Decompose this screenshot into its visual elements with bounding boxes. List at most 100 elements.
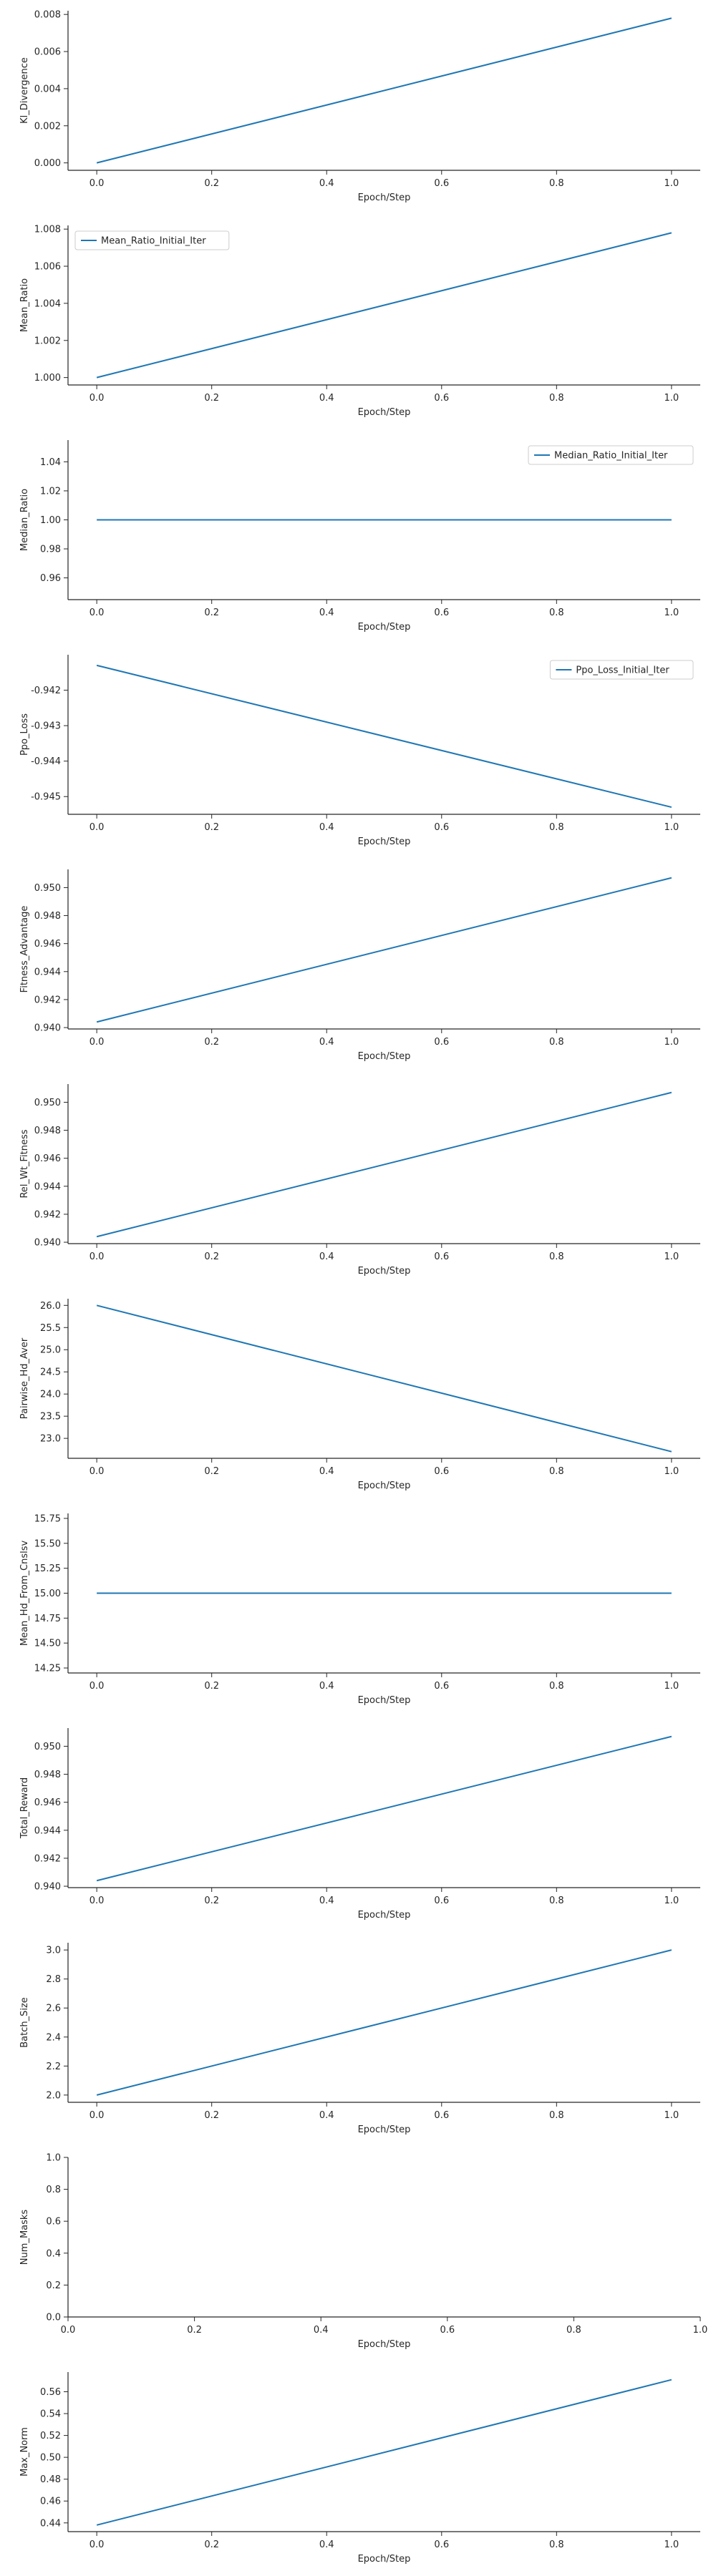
y-tick-label: -0.942: [31, 686, 61, 696]
x-tick-label: 0.8: [549, 178, 564, 189]
x-tick-label: 0.8: [549, 1681, 564, 1692]
y-tick-label: 25.0: [40, 1345, 61, 1356]
y-tick-label: -0.943: [31, 721, 61, 732]
legend: Mean_Ratio_Initial_Iter: [74, 230, 230, 250]
series-line: [96, 2379, 672, 2526]
y-tick-label: 24.0: [40, 1390, 61, 1400]
x-tick-label: 0.4: [319, 1252, 334, 1262]
y-tick-label: 1.002: [34, 336, 61, 346]
y-tick-label: 15.75: [34, 1513, 61, 1524]
y-tick-label: 0.940: [34, 1023, 61, 1034]
x-tick-label: 0.6: [434, 2540, 449, 2550]
x-tick-label: 1.0: [664, 1037, 679, 1048]
y-tick-label: 0.008: [34, 10, 61, 21]
x-tick-label: 0.0: [90, 1466, 105, 1477]
chart-panel-6: 0.0 0.2 0.4 0.6 0.8 1.0 0.940 0.942 0.944 0.946 0.…: [19, 1084, 700, 1277]
x-tick-label: 0.6: [434, 178, 449, 189]
y-tick-label: 0.942: [34, 1209, 61, 1220]
y-tick-label: 0.950: [34, 1742, 61, 1752]
y-tick-label: 2.0: [46, 2090, 61, 2101]
x-axis-label: Epoch/Step: [358, 2554, 411, 2565]
y-tick-label: 0.96: [40, 573, 61, 584]
chart-panel-8: 0.0 0.2 0.4 0.6 0.8 1.0 14.25 14.50 14.75 15.00 15…: [19, 1513, 700, 1706]
y-tick-label: 2.8: [46, 1974, 61, 1985]
x-tick-label: 0.4: [314, 2325, 329, 2336]
y-tick-label: 0.000: [34, 158, 61, 169]
y-tick-label: 1.00: [40, 515, 61, 526]
y-tick-label: 0.44: [40, 2518, 61, 2529]
series-line: [96, 1304, 672, 1453]
chart-panel-12: 0.0 0.2 0.4 0.6 0.8 1.0 0.44 0.46 0.48 0.50 0.52 0.…: [19, 2372, 700, 2565]
x-tick-label: 0.8: [549, 1466, 564, 1477]
x-tick-label: 0.6: [434, 2110, 449, 2121]
y-tick-label: 23.0: [40, 1434, 61, 1445]
x-tick-label: 0.2: [204, 1681, 219, 1692]
y-axis-label: Batch_Size: [19, 1997, 30, 2048]
x-axis-label: Epoch/Step: [358, 1266, 411, 1277]
y-tick-label: 0.944: [34, 967, 61, 977]
series-line: [96, 1735, 672, 1882]
x-tick-label: 0.0: [61, 2325, 76, 2336]
x-tick-label: 0.2: [204, 1466, 219, 1477]
y-tick-label: -0.945: [31, 792, 61, 803]
y-tick-label: 0.4: [46, 2248, 61, 2259]
series-line: [96, 1091, 672, 1238]
x-tick-label: 0.8: [566, 2325, 581, 2336]
series-line: [96, 232, 672, 379]
y-tick-label: 0.944: [34, 1181, 61, 1192]
x-tick-label: 1.0: [664, 822, 679, 833]
y-tick-label: 14.25: [34, 1664, 61, 1674]
y-tick-label: 0.946: [34, 939, 61, 950]
x-tick-label: 0.8: [549, 1252, 564, 1262]
x-axis-label: Epoch/Step: [358, 2339, 411, 2350]
x-tick-label: 0.4: [319, 1681, 334, 1692]
y-tick-label: 0.948: [34, 911, 61, 922]
x-tick-label: 0.6: [434, 1681, 449, 1692]
y-tick-label: 0.946: [34, 1797, 61, 1808]
x-tick-label: 0.0: [90, 2110, 105, 2121]
x-tick-label: 0.2: [187, 2325, 202, 2336]
x-tick-label: 0.6: [434, 1037, 449, 1048]
x-axis-label: Epoch/Step: [358, 1910, 411, 1921]
y-axis-label: Mean_Hd_From_Cnslsv: [19, 1541, 30, 1646]
y-tick-label: 0.940: [34, 1238, 61, 1249]
y-tick-label: 1.04: [40, 457, 61, 468]
x-tick-label: 1.0: [664, 2110, 679, 2121]
x-tick-label: 0.6: [434, 393, 449, 404]
x-tick-label: 1.0: [664, 393, 679, 404]
y-tick-label: 0.98: [40, 545, 61, 555]
x-tick-label: 0.2: [204, 608, 219, 618]
y-tick-label: 0.944: [34, 1825, 61, 1836]
x-tick-label: 0.6: [434, 1896, 449, 1906]
x-tick-label: 1.0: [664, 1252, 679, 1262]
y-tick-label: 1.004: [34, 298, 61, 309]
y-tick-label: 0.948: [34, 1126, 61, 1136]
y-tick-label: 0.48: [40, 2474, 61, 2485]
x-tick-label: 0.0: [90, 1896, 105, 1906]
x-tick-label: 0.2: [204, 2110, 219, 2121]
legend: Ppo_Loss_Initial_Iter: [549, 660, 694, 680]
x-tick-label: 0.6: [434, 1466, 449, 1477]
x-tick-label: 0.2: [204, 1896, 219, 1906]
y-tick-label: 0.950: [34, 1098, 61, 1108]
x-tick-label: 0.4: [319, 608, 334, 618]
x-tick-label: 1.0: [664, 1681, 679, 1692]
y-tick-label: 3.0: [46, 1946, 61, 1956]
series-line: [96, 664, 672, 809]
chart-panel-11: 0.0 0.2 0.4 0.6 0.8 1.0 0.0 0.2 0.4 0.6 0.8 1.0 Epoc…: [19, 2153, 707, 2351]
x-tick-label: 0.6: [434, 1252, 449, 1262]
series-line: [96, 17, 672, 164]
x-axis-label: Epoch/Step: [358, 192, 411, 203]
x-tick-label: 0.4: [319, 2540, 334, 2550]
chart-panel-4: 0.0 0.2 0.4 0.6 0.8 1.0 -0.942 -0.943 -0.944 -0.9…: [19, 655, 700, 847]
x-tick-label: 0.0: [90, 822, 105, 833]
y-tick-label: 14.50: [34, 1639, 61, 1649]
y-axis-label: Median_Ratio: [19, 489, 30, 551]
x-tick-label: 0.8: [549, 1896, 564, 1906]
x-tick-label: 0.6: [434, 822, 449, 833]
y-axis-label: Max_Norm: [19, 2427, 30, 2477]
y-tick-label: 2.2: [46, 2062, 61, 2072]
legend-box: [528, 445, 694, 465]
x-tick-label: 0.2: [204, 1037, 219, 1048]
y-tick-label: 0.6: [46, 2217, 61, 2228]
